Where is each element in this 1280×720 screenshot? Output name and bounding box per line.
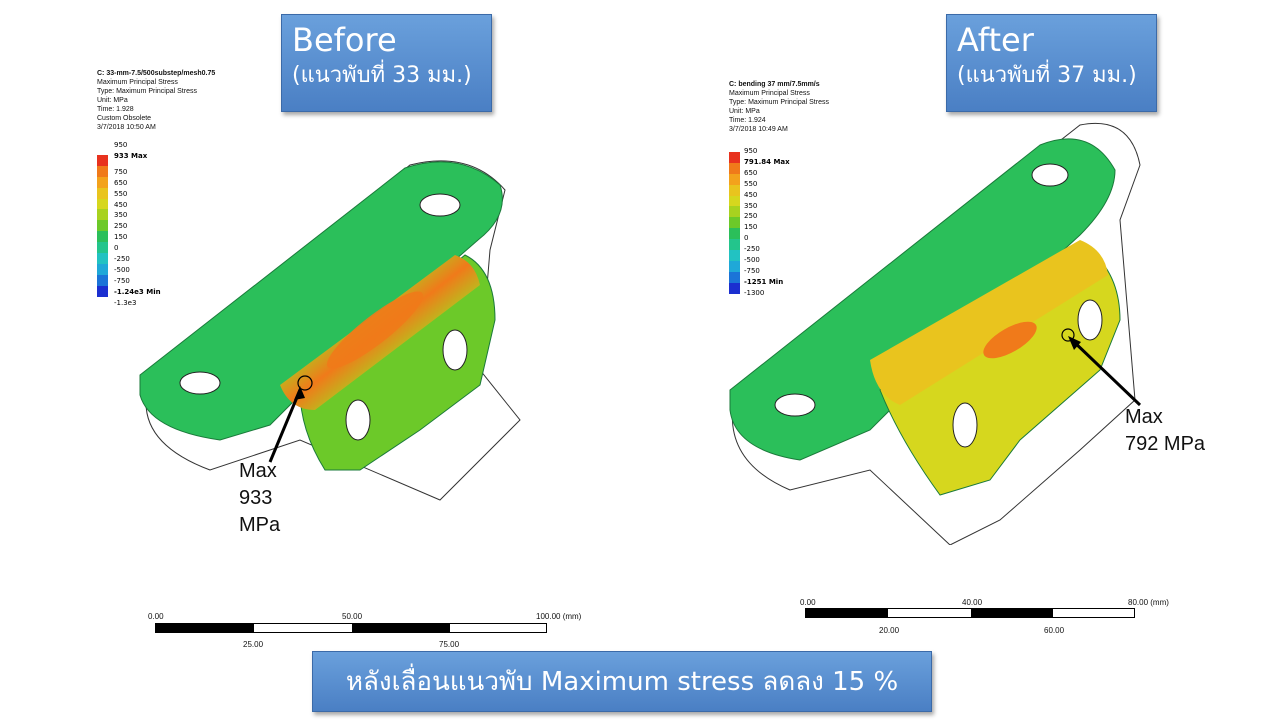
before-stress-contour-image (139, 160, 521, 501)
after-part-plate (729, 138, 1116, 461)
after-max-callout: Max 792 MPa (1125, 406, 1206, 455)
after-legend: C: bending 37 mm/7.5mm/s Maximum Princip… (729, 80, 829, 134)
after-stress-contour-image (729, 122, 1142, 545)
before-legend-header: C: 33-mm-7.5/500substep/mesh0.75 Maximum… (97, 70, 216, 131)
before-max-callout: Max 933 MPa (239, 460, 281, 536)
before-legend: C: 33-mm-7.5/500substep/mesh0.75 Maximum… (97, 69, 215, 132)
after-title: After (957, 21, 1034, 59)
before-color-scale (97, 155, 108, 297)
before-subtitle: (แนวพับที่ 33 มม.) (292, 63, 472, 88)
after-color-scale (729, 152, 740, 294)
after-title-box: After (แนวพับที่ 37 มม.) (946, 14, 1157, 112)
after-scale-bar: 0.00 40.00 80.00 (mm) 20.00 60.00 (800, 598, 1169, 635)
before-title: Before (292, 21, 397, 59)
before-title-box: Before (แนวพับที่ 33 มม.) (281, 14, 492, 112)
after-subtitle: (แนวพับที่ 37 มม.) (957, 63, 1137, 88)
after-legend-ticks: 950 791.84 Max 650 550 450 350 250 150 0… (744, 147, 790, 297)
summary-box: หลังเลื่อนแนวพับ Maximum stress ลดลง 15 … (312, 651, 932, 712)
after-legend-header: C: bending 37 mm/7.5mm/s Maximum Princip… (729, 81, 829, 133)
before-legend-ticks: 950 933 Max 750 650 550 450 350 250 150 … (114, 141, 161, 307)
before-scale-bar: 0.00 50.00 100.00 (mm) 25.00 75.00 (148, 612, 582, 649)
before-part-plate (139, 161, 503, 441)
after-stress-band (870, 240, 1108, 405)
